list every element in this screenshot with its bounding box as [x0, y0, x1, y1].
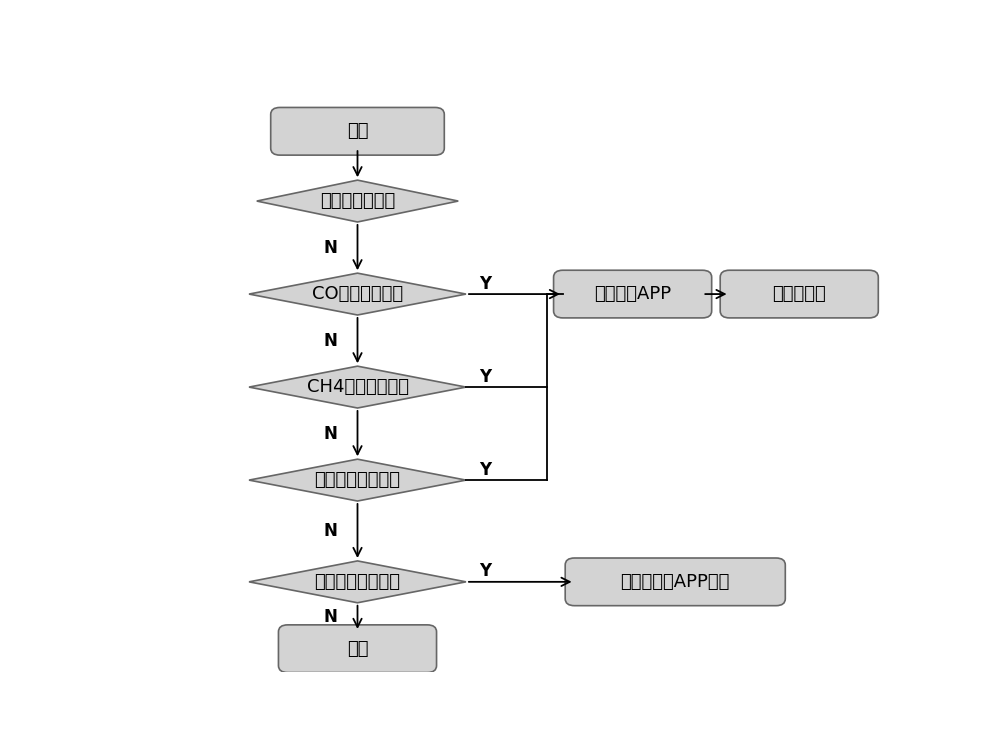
Text: Y: Y	[479, 562, 491, 581]
Text: 甲醛浓度是否超标: 甲醛浓度是否超标	[314, 471, 400, 489]
FancyBboxPatch shape	[278, 625, 437, 673]
Polygon shape	[249, 561, 466, 602]
Text: 短信及手机APP提醒: 短信及手机APP提醒	[621, 573, 730, 591]
Polygon shape	[257, 180, 458, 222]
Polygon shape	[249, 459, 466, 501]
Text: 是否操作按键呼叫: 是否操作按键呼叫	[314, 573, 400, 591]
Text: N: N	[323, 424, 337, 442]
Text: 开启排风机: 开启排风机	[772, 285, 826, 303]
Text: 通知手机APP: 通知手机APP	[594, 285, 671, 303]
Text: N: N	[323, 522, 337, 540]
Text: N: N	[323, 331, 337, 350]
FancyBboxPatch shape	[565, 558, 785, 606]
Text: Y: Y	[479, 275, 491, 293]
Polygon shape	[249, 366, 466, 408]
Text: Y: Y	[479, 368, 491, 386]
Polygon shape	[249, 273, 466, 315]
Text: CO浓度是否超标: CO浓度是否超标	[312, 285, 403, 303]
FancyBboxPatch shape	[271, 107, 444, 155]
Text: N: N	[323, 609, 337, 627]
Text: Y: Y	[479, 461, 491, 479]
Text: N: N	[323, 239, 337, 257]
Text: CH4浓度是否超标: CH4浓度是否超标	[306, 378, 409, 396]
FancyBboxPatch shape	[554, 270, 712, 318]
FancyBboxPatch shape	[720, 270, 878, 318]
Text: 自检是否故障？: 自检是否故障？	[320, 192, 395, 210]
Text: 开机: 开机	[347, 122, 368, 140]
Text: 返回: 返回	[347, 639, 368, 658]
